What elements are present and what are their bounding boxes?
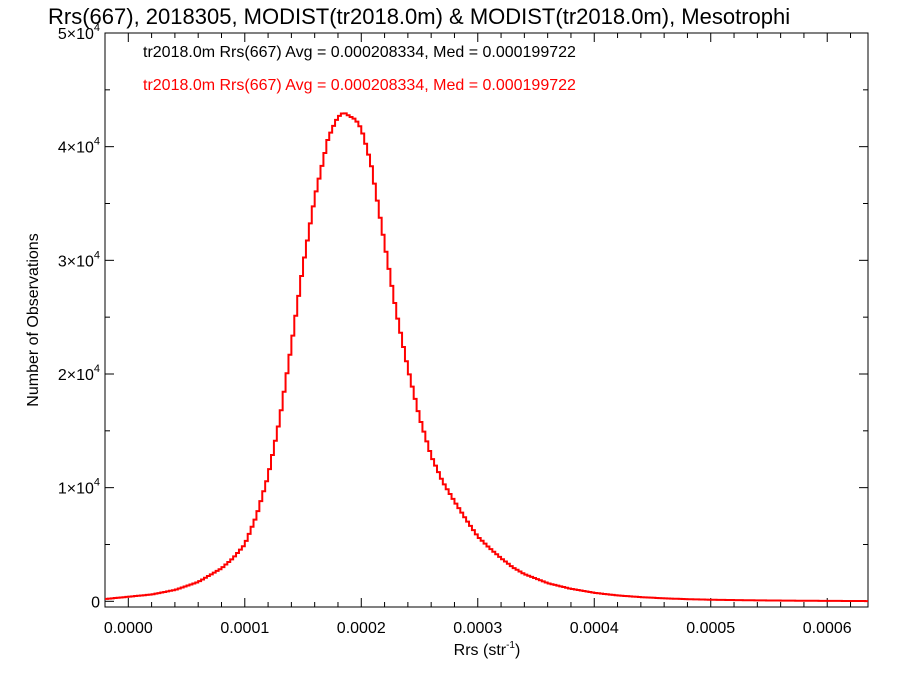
histogram-series-red [105, 112, 868, 603]
series-group [105, 112, 868, 603]
y-tick-label: 0 [91, 594, 100, 611]
y-axis-label: Number of Observations [25, 233, 42, 406]
x-tick-label: 0.0005 [686, 620, 735, 637]
x-tick-label: 0.0004 [570, 620, 619, 637]
y-tick-label: 3×104 [58, 249, 100, 270]
x-tick-label: 0.0006 [803, 620, 852, 637]
y-tick-label: 5×104 [58, 22, 100, 43]
x-axis: 0.0000 0.0001 0.0002 0.0003 0.0004 0.0005 0.00… [104, 33, 852, 637]
x-tick-label: 0.0000 [104, 620, 153, 637]
x-axis-label: Rrs (str-1) [454, 640, 521, 659]
chart-title: Rrs(667), 2018305, MODIST(tr2018.0m) & M… [48, 4, 790, 29]
y-axis: 0 1×104 2×104 3×104 4×104 5×104 [58, 22, 868, 611]
y-tick-label: 1×104 [58, 477, 100, 498]
annotation-black: tr2018.0m Rrs(667) Avg = 0.000208334, Me… [143, 44, 576, 61]
y-tick-label: 2×104 [58, 363, 100, 384]
x-tick-label: 0.0002 [337, 620, 386, 637]
annotation-red: tr2018.0m Rrs(667) Avg = 0.000208334, Me… [143, 77, 576, 94]
plot-border [104, 32, 869, 608]
x-axis-label-superscript: -1 [506, 640, 515, 651]
y-tick-label: 4×104 [58, 136, 100, 157]
x-tick-label: 0.0003 [453, 620, 502, 637]
plot-frame [104, 32, 869, 608]
x-tick-label: 0.0001 [220, 620, 269, 637]
